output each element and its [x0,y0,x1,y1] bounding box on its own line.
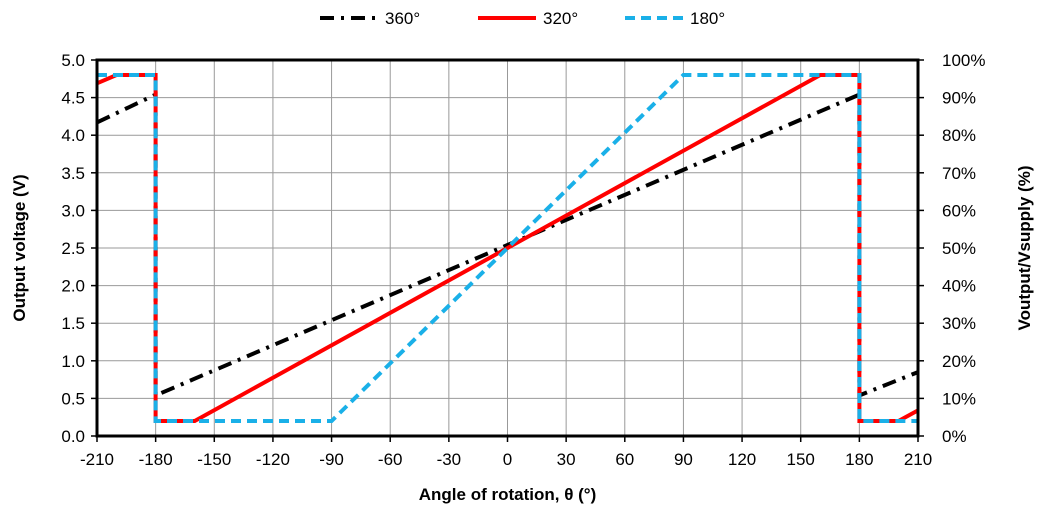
series-line-0 [96,91,919,399]
series-layer [96,73,919,423]
y-tick-label: 5.0 [61,51,85,70]
y2-tick-label: 30% [942,314,976,333]
y2-tick-label: 0% [942,427,967,446]
y-tick-label: 1.0 [61,352,85,371]
legend: 360° 320° 180° [320,9,725,28]
y-tick-label: 0.0 [61,427,85,446]
y-tick-label: 1.5 [61,314,85,333]
y2-tick-label: 60% [942,201,976,220]
x-tick-label: 0 [503,450,512,469]
y-tick-label: 2.5 [61,239,85,258]
x-axis-ticks: -210 -180 -150 -120 -90 -60 -30 0 30 60 90 120 150 18… [80,436,932,469]
y2-tick-label: 100% [942,51,985,70]
x-tick-label: -30 [437,450,462,469]
y2-tick-label: 50% [942,239,976,258]
x-tick-label: 180 [845,450,873,469]
y2-tick-label: 10% [942,389,976,408]
y2-tick-label: 70% [942,164,976,183]
y2-tick-label: 20% [942,352,976,371]
x-axis-title: Angle of rotation, θ (°) [419,485,596,504]
x-tick-label: -180 [139,450,173,469]
x-tick-label: 150 [787,450,815,469]
x-tick-label: -120 [256,450,290,469]
x-tick-label: -90 [319,450,344,469]
y-axis-title: Output voltage (V) [10,174,29,321]
y2-tick-label: 80% [942,126,976,145]
x-tick-label: 60 [615,450,634,469]
y-tick-label: 4.0 [61,126,85,145]
y-tick-label: 0.5 [61,389,85,408]
legend-label-2: 180° [690,9,725,28]
legend-label-0: 360° [385,9,420,28]
legend-label-1: 320° [543,9,578,28]
y-tick-label: 2.0 [61,277,85,296]
y-axis-ticks: 0.0 0.5 1.0 1.5 2.0 2.5 3.0 3.5 4.0 4.5 5.0 [61,51,97,446]
y-tick-label: 3.5 [61,164,85,183]
y2-tick-label: 90% [942,89,976,108]
series-line-2 [97,73,918,423]
y2-axis-title: Voutput/Vsupply (%) [1015,166,1034,331]
x-tick-label: 210 [904,450,932,469]
x-tick-label: 120 [728,450,756,469]
x-tick-label: 90 [674,450,693,469]
y-tick-label: 4.5 [61,89,85,108]
x-tick-label: -150 [197,450,231,469]
y-tick-label: 3.0 [61,201,85,220]
y2-tick-label: 40% [942,277,976,296]
x-tick-label: -60 [378,450,403,469]
y2-axis-ticks: 0% 10% 20% 30% 40% 50% 60% 70% 80% 90% 100% [918,51,985,446]
x-tick-label: -210 [80,450,114,469]
x-tick-label: 30 [557,450,576,469]
